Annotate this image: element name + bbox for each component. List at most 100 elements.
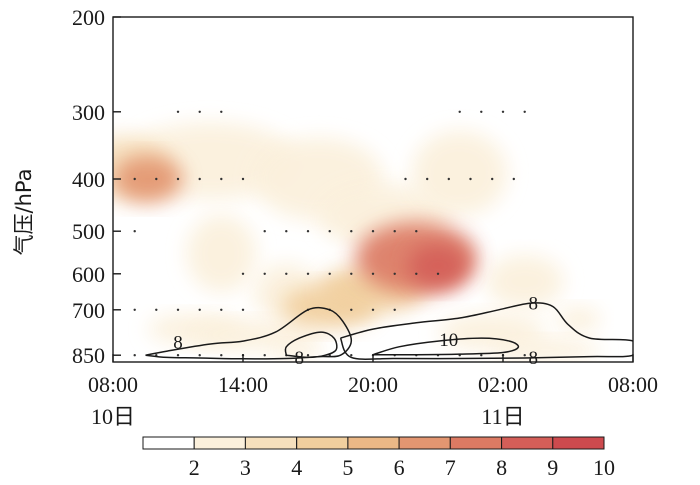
contour-line-8 bbox=[339, 302, 633, 360]
stipple-dot bbox=[133, 308, 136, 311]
stipple-dot bbox=[220, 308, 223, 311]
stipple-dot bbox=[501, 110, 505, 114]
stipple-dot bbox=[198, 177, 201, 181]
stipple-dot bbox=[198, 308, 201, 311]
stipple-dot bbox=[350, 308, 353, 311]
y-tick-label: 300 bbox=[72, 100, 105, 125]
colorbar-swatch bbox=[347, 436, 400, 450]
stipple-dot bbox=[415, 272, 418, 275]
colorbar: 2 3 4 5 6 7 8 9 10 bbox=[142, 436, 615, 480]
shading-region bbox=[113, 155, 183, 203]
stipple-dot bbox=[480, 110, 483, 114]
stipple-dot bbox=[241, 177, 245, 181]
stipple-dot bbox=[306, 230, 310, 233]
stipple-dot bbox=[155, 308, 158, 311]
contour-layer bbox=[145, 302, 633, 360]
stipple-dot bbox=[241, 308, 245, 311]
stipple-dot bbox=[176, 308, 180, 311]
stipple-dot bbox=[393, 308, 396, 311]
contour-line-10 bbox=[372, 337, 520, 356]
date-label: 10日 bbox=[91, 404, 135, 429]
stipple-dot bbox=[176, 354, 180, 357]
stipple-dot bbox=[426, 177, 429, 181]
colorbar-swatch bbox=[398, 436, 451, 450]
contour-label: 10 bbox=[439, 330, 458, 351]
stipple-dot bbox=[220, 110, 223, 114]
colorbar-tick-label: 8 bbox=[496, 455, 507, 480]
stipple-dot bbox=[263, 272, 266, 275]
contour-label: 8 bbox=[173, 333, 183, 354]
colorbar-tick-label: 7 bbox=[445, 455, 456, 480]
contour-label: 8 bbox=[295, 348, 305, 369]
colorbar-swatch bbox=[193, 436, 246, 450]
x-tick-label: 14:00 bbox=[218, 372, 268, 397]
colorbar-tick-label: 6 bbox=[394, 455, 405, 480]
stipple-dot bbox=[491, 177, 494, 181]
stipple-dot bbox=[176, 177, 180, 181]
colorbar-tick-label: 5 bbox=[342, 455, 353, 480]
stipple-dot bbox=[458, 110, 461, 114]
stipple-dot bbox=[328, 230, 331, 233]
stipple-dot bbox=[285, 272, 288, 275]
stipple-dot bbox=[155, 177, 158, 181]
stipple-dot bbox=[415, 230, 418, 233]
stipple-dot bbox=[447, 177, 450, 181]
y-tick-label: 500 bbox=[72, 219, 105, 244]
colorbar-tick-label: 9 bbox=[547, 455, 558, 480]
colorbar-tick-label: 3 bbox=[240, 455, 251, 480]
stipple-dot bbox=[371, 272, 375, 275]
stipple-dot bbox=[263, 354, 266, 357]
stipple-dot bbox=[469, 177, 472, 181]
stipple-dot bbox=[241, 272, 245, 275]
colorbar-tick-label: 2 bbox=[189, 455, 200, 480]
shading-region bbox=[485, 255, 564, 308]
colorbar-swatch bbox=[449, 436, 502, 450]
stipple-dot bbox=[436, 272, 440, 275]
stipple-dot bbox=[350, 272, 353, 275]
stipple-dot bbox=[285, 230, 288, 233]
stipple-dot bbox=[220, 354, 223, 357]
date-label: 11日 bbox=[481, 404, 524, 429]
y-tick-label: 850 bbox=[72, 343, 105, 368]
stipple-dot bbox=[263, 230, 266, 233]
stipple-dot bbox=[404, 177, 407, 181]
stipple-dot bbox=[220, 177, 223, 181]
stipple-dot bbox=[198, 110, 201, 114]
stipple-dot bbox=[350, 354, 353, 357]
stipple-dot bbox=[393, 272, 396, 275]
stipple-dot bbox=[371, 230, 375, 233]
x-tick-label: 08:00 bbox=[88, 372, 138, 397]
contour-label: 8 bbox=[529, 294, 539, 315]
stipple-dot bbox=[133, 177, 136, 181]
contour-labels: 8 8 8 10 8 bbox=[173, 294, 539, 369]
shading-region bbox=[412, 130, 508, 216]
colorbar-swatch bbox=[501, 436, 554, 450]
x-axis: 08:00 14:00 20:00 02:00 08:00 10日 11日 bbox=[88, 354, 658, 429]
x-tick-label: 02:00 bbox=[478, 372, 528, 397]
stipple-dot bbox=[350, 230, 353, 233]
colorbar-swatch bbox=[552, 436, 605, 450]
y-axis: 200 300 400 500 600 700 850 bbox=[72, 5, 121, 368]
y-tick-label: 700 bbox=[72, 298, 105, 323]
y-axis-label: 气压/hPa bbox=[12, 169, 36, 256]
shading-region bbox=[186, 214, 256, 293]
shading-region bbox=[407, 243, 469, 289]
stipple-dot bbox=[523, 354, 526, 357]
contour-line-8 bbox=[145, 306, 353, 360]
colorbar-swatch bbox=[142, 436, 195, 450]
stipple-dot bbox=[512, 177, 515, 181]
stipple-dot bbox=[523, 110, 526, 114]
colorbar-swatch bbox=[296, 436, 349, 450]
stipple-dot bbox=[371, 308, 375, 311]
stipple-dot bbox=[480, 354, 483, 357]
stipple-dot bbox=[133, 354, 136, 357]
contour-line-8 bbox=[284, 331, 338, 359]
shading-region bbox=[492, 338, 601, 362]
stipple-dot bbox=[393, 230, 396, 233]
colorbar-tick-label: 10 bbox=[593, 455, 615, 480]
stipple-dot bbox=[176, 110, 180, 114]
x-tick-label: 20:00 bbox=[348, 372, 398, 397]
contour-label: 8 bbox=[529, 348, 539, 369]
x-tick-label: 08:00 bbox=[608, 372, 658, 397]
